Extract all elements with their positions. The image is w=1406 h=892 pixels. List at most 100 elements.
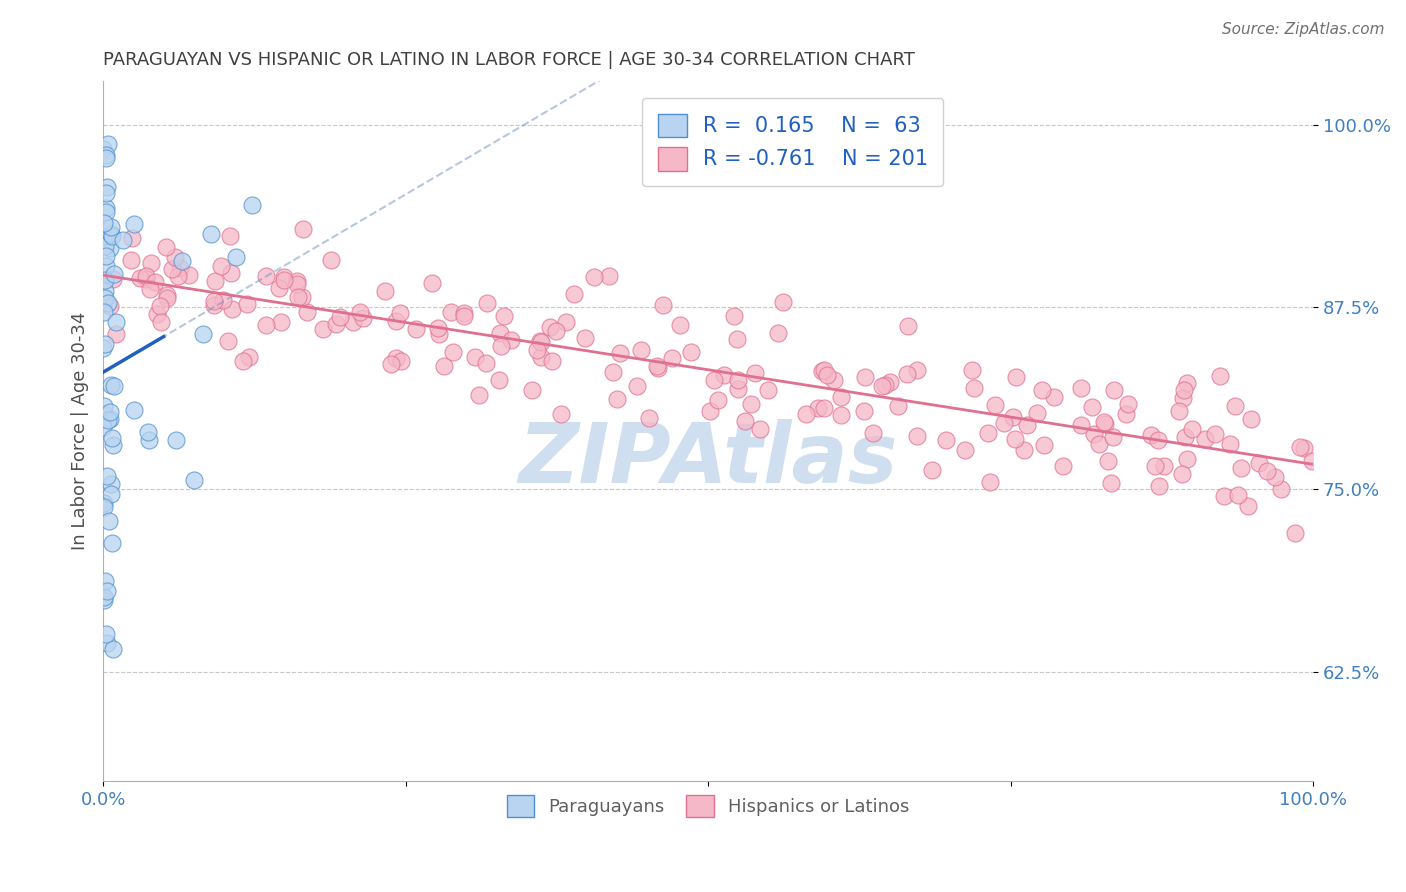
Point: [155, 240, 177, 254]
Point: [104, 326, 127, 341]
Point: [93, 500, 115, 515]
Point: [806, 401, 828, 416]
Point: [94, 152, 117, 166]
Point: [748, 422, 770, 436]
Point: [475, 296, 498, 310]
Point: [979, 475, 1001, 490]
Point: [453, 310, 475, 324]
Point: [97, 137, 120, 152]
Point: [823, 373, 845, 387]
Point: [830, 390, 852, 404]
Point: [94, 574, 117, 589]
Point: [183, 473, 205, 487]
Point: [529, 334, 551, 348]
Point: [468, 388, 491, 402]
Point: [1219, 436, 1241, 450]
Point: [101, 272, 124, 286]
Point: [384, 351, 406, 365]
Point: [101, 438, 124, 452]
Point: [1033, 438, 1056, 452]
Point: [1070, 381, 1092, 395]
Point: [529, 335, 551, 350]
Point: [794, 407, 817, 421]
Point: [389, 354, 412, 368]
Point: [221, 302, 243, 317]
Point: [993, 416, 1015, 430]
Point: [96, 179, 118, 194]
Point: [713, 368, 735, 383]
Point: [218, 228, 240, 243]
Point: [212, 293, 235, 308]
Point: [530, 350, 553, 364]
Point: [1147, 479, 1170, 493]
Point: [1094, 417, 1116, 432]
Point: [1102, 430, 1125, 444]
Point: [1256, 464, 1278, 478]
Point: [538, 319, 561, 334]
Point: [165, 251, 187, 265]
Point: [98, 241, 121, 255]
Point: [1102, 383, 1125, 397]
Point: [1181, 421, 1204, 435]
Point: [1171, 467, 1194, 482]
Point: [1080, 400, 1102, 414]
Point: [638, 411, 661, 425]
Point: [544, 324, 567, 338]
Point: [420, 277, 443, 291]
Point: [935, 433, 957, 447]
Point: [1175, 376, 1198, 391]
Point: [606, 392, 628, 407]
Point: [669, 318, 692, 332]
Point: [564, 287, 586, 301]
Point: [813, 362, 835, 376]
Point: [699, 403, 721, 417]
Point: [217, 334, 239, 348]
Point: [94, 292, 117, 306]
Point: [311, 322, 333, 336]
Point: [94, 249, 117, 263]
Point: [93, 590, 115, 604]
Point: [319, 253, 342, 268]
Point: [574, 331, 596, 345]
Point: [388, 306, 411, 320]
Point: [1288, 440, 1310, 454]
Point: [385, 314, 408, 328]
Point: [1025, 406, 1047, 420]
Point: [734, 414, 756, 428]
Point: [93, 407, 115, 421]
Point: [1227, 488, 1250, 502]
Point: [405, 322, 427, 336]
Point: [100, 476, 122, 491]
Point: [94, 239, 117, 253]
Point: [499, 333, 522, 347]
Point: [93, 419, 115, 434]
Point: [1204, 426, 1226, 441]
Point: [1004, 369, 1026, 384]
Point: [582, 269, 605, 284]
Point: [1230, 460, 1253, 475]
Point: [238, 350, 260, 364]
Point: [202, 298, 225, 312]
Point: [727, 373, 749, 387]
Point: [94, 259, 117, 273]
Point: [329, 310, 352, 325]
Point: [474, 356, 496, 370]
Point: [94, 148, 117, 162]
Point: [740, 397, 762, 411]
Point: [609, 346, 631, 360]
Point: [1070, 418, 1092, 433]
Point: [101, 431, 124, 445]
Point: [872, 379, 894, 393]
Point: [815, 368, 838, 383]
Point: [1213, 489, 1236, 503]
Point: [1249, 457, 1271, 471]
Point: [96, 635, 118, 649]
Point: [100, 378, 122, 392]
Point: [149, 299, 172, 313]
Point: [1052, 459, 1074, 474]
Point: [273, 270, 295, 285]
Point: [897, 318, 920, 333]
Point: [179, 268, 201, 282]
Point: [1174, 430, 1197, 444]
Point: [342, 314, 364, 328]
